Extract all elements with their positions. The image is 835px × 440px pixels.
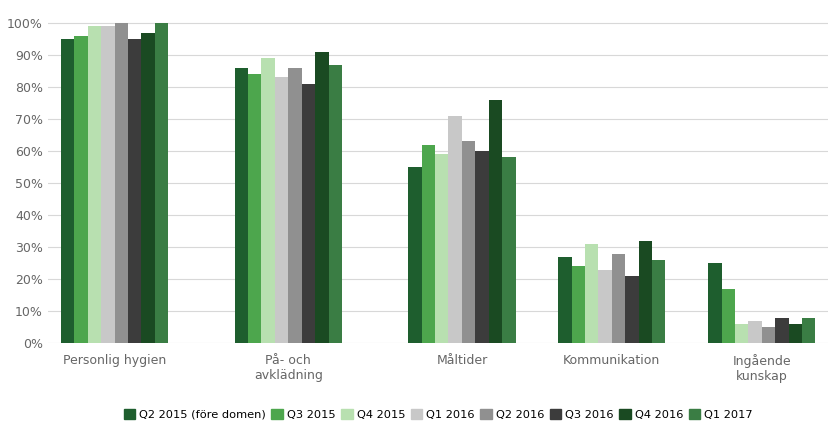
Bar — [558, 257, 572, 343]
Bar — [708, 263, 721, 343]
Bar — [288, 68, 301, 343]
Bar — [625, 276, 639, 343]
Bar — [261, 58, 275, 343]
Bar — [235, 68, 248, 343]
Bar — [128, 39, 141, 343]
Bar — [502, 158, 515, 343]
Bar — [788, 324, 802, 343]
Legend: Q2 2015 (före domen), Q3 2015, Q4 2015, Q1 2016, Q2 2016, Q3 2016, Q4 2016, Q1 2: Q2 2015 (före domen), Q3 2015, Q4 2015, … — [124, 410, 753, 420]
Bar — [275, 77, 288, 343]
Bar — [88, 26, 101, 343]
Bar — [652, 260, 665, 343]
Bar — [61, 39, 74, 343]
Bar — [775, 318, 788, 343]
Bar — [612, 253, 625, 343]
Bar — [301, 84, 315, 343]
Bar — [408, 167, 422, 343]
Bar — [328, 65, 342, 343]
Bar — [585, 244, 599, 343]
Bar — [802, 318, 816, 343]
Bar — [572, 266, 585, 343]
Bar — [721, 289, 735, 343]
Bar — [488, 100, 502, 343]
Bar — [639, 241, 652, 343]
Bar — [475, 151, 488, 343]
Bar — [748, 321, 762, 343]
Bar — [155, 23, 169, 343]
Bar — [762, 327, 775, 343]
Bar — [114, 23, 128, 343]
Bar — [735, 324, 748, 343]
Bar — [435, 154, 448, 343]
Bar — [141, 33, 155, 343]
Bar — [462, 141, 475, 343]
Bar — [74, 36, 88, 343]
Bar — [101, 26, 114, 343]
Bar — [599, 270, 612, 343]
Bar — [248, 74, 261, 343]
Bar — [448, 116, 462, 343]
Bar — [315, 52, 328, 343]
Bar — [422, 145, 435, 343]
